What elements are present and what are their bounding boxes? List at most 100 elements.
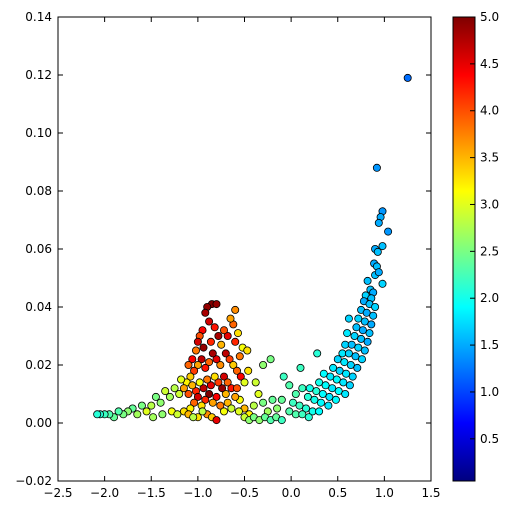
- scatter-point: [312, 387, 321, 396]
- scatter-point: [332, 375, 341, 384]
- scatter-point: [235, 352, 244, 361]
- scatter-point: [93, 410, 102, 419]
- y-tick-label: 0.10: [25, 126, 52, 140]
- scatter-point: [277, 416, 286, 425]
- scatter-point: [188, 355, 197, 364]
- scatter-point: [268, 395, 277, 404]
- scatter-point: [212, 355, 221, 364]
- scatter-point: [165, 392, 174, 401]
- scatter-point: [334, 387, 343, 396]
- scatter-point: [231, 305, 240, 314]
- scatter-point: [227, 404, 236, 413]
- scatter-point: [333, 355, 342, 364]
- scatter-point: [303, 392, 312, 401]
- scatter-point: [266, 355, 275, 364]
- x-tick-label: −1.0: [183, 486, 212, 500]
- scatter-point: [199, 343, 208, 352]
- scatter-point: [208, 398, 217, 407]
- y-axis: −0.02 0.00 0.02 0.04 0.06 0.08 0.10 0.12 0.14: [15, 10, 431, 488]
- scatter-point: [190, 366, 199, 375]
- scatter-point: [223, 398, 232, 407]
- scatter-point: [208, 349, 217, 358]
- scatter-point: [291, 389, 300, 398]
- scatter-point: [218, 384, 227, 393]
- colorbar-tick-label: 4.0: [480, 104, 499, 118]
- scatter-point: [347, 340, 356, 349]
- scatter-point: [197, 355, 206, 364]
- scatter-point: [259, 398, 268, 407]
- scatter-point: [341, 389, 350, 398]
- scatter-point: [313, 349, 322, 358]
- scatter-point: [147, 401, 156, 410]
- x-axis: −2.5 −2.0 −1.5 −1.0 −0.5 0.0 0.5 1.0 1.5: [43, 17, 441, 500]
- scatter-point: [365, 329, 374, 338]
- scatter-point: [217, 340, 226, 349]
- scatter-point: [193, 360, 202, 369]
- colorbar-tick-label: 2.0: [480, 291, 499, 305]
- scatter-point: [340, 358, 349, 367]
- colorbar-tick-label: 0.5: [480, 432, 499, 446]
- scatter-point: [201, 363, 210, 372]
- scatter-point: [346, 360, 355, 369]
- scatter-point: [273, 404, 282, 413]
- scatter-point: [301, 404, 310, 413]
- scatter-point: [288, 398, 297, 407]
- scatter-point: [310, 395, 319, 404]
- scatter-point: [358, 326, 367, 335]
- colorbar-axis: 0.5 1.0 1.5 2.0 2.5 3.0 3.5 4.0 4.5 5.0: [470, 10, 499, 446]
- scatter-point: [357, 355, 366, 364]
- scatter-point: [343, 329, 352, 338]
- scatter-point: [184, 360, 193, 369]
- scatter-point: [225, 355, 234, 364]
- scatter-point: [142, 407, 151, 416]
- scatter-point: [351, 352, 360, 361]
- scatter-point: [223, 331, 232, 340]
- scatter-point: [363, 276, 372, 285]
- scatter-point: [325, 392, 334, 401]
- scatter-point: [133, 410, 142, 419]
- scatter-point: [384, 227, 393, 236]
- scatter-point: [151, 392, 160, 401]
- scatter-point: [328, 384, 337, 393]
- scatter-point: [233, 329, 242, 338]
- x-tick-label: 1.5: [421, 486, 440, 500]
- scatter-point: [369, 311, 378, 320]
- colorbar-tick-label: 1.0: [480, 385, 499, 399]
- scatter-point: [324, 401, 333, 410]
- scatter-point: [367, 320, 376, 329]
- y-tick-label: −0.02: [15, 474, 52, 488]
- scatter-point: [201, 308, 210, 317]
- scatter-point: [326, 372, 335, 381]
- scatter-point: [372, 163, 381, 172]
- x-tick-label: −0.5: [230, 486, 259, 500]
- x-tick-label: 0.5: [328, 486, 347, 500]
- scatter-point: [223, 378, 232, 387]
- scatter-point: [216, 360, 225, 369]
- scatter-point: [212, 300, 221, 309]
- scatter-point: [244, 366, 253, 375]
- scatter-point: [206, 337, 215, 346]
- scatter-point: [214, 378, 223, 387]
- scatter-point: [373, 247, 382, 256]
- scatter-point: [374, 218, 383, 227]
- scatter-point: [329, 363, 338, 372]
- scatter-point: [206, 381, 215, 390]
- scatter-point: [231, 392, 240, 401]
- scatter-point: [214, 331, 223, 340]
- y-tick-label: 0.08: [25, 184, 52, 198]
- scatter-point: [251, 378, 260, 387]
- scatter-point: [170, 384, 179, 393]
- scatter-point: [205, 389, 214, 398]
- x-tick-label: 1.0: [375, 486, 394, 500]
- scatter-point: [190, 398, 199, 407]
- scatter-point: [199, 384, 208, 393]
- scatter-point: [344, 349, 353, 358]
- scatter-point: [285, 381, 294, 390]
- scatter-point: [219, 372, 228, 381]
- scatter-point: [363, 337, 372, 346]
- scatter-point: [188, 381, 197, 390]
- scatter-point: [304, 413, 313, 422]
- scatter-point: [374, 268, 383, 277]
- scatter-point: [296, 363, 305, 372]
- scatter-point: [360, 317, 369, 326]
